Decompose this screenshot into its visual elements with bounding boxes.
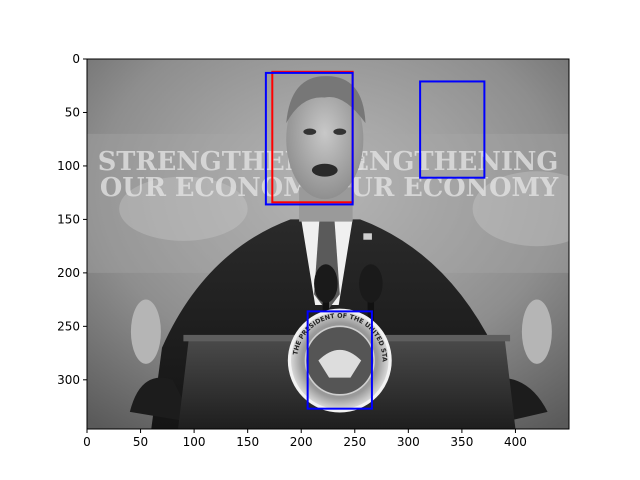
y-tick-label: 50 bbox=[65, 105, 80, 119]
y-tick-label: 100 bbox=[57, 159, 80, 173]
x-axis-ticks: 0 50 100 150 200 250 300 350 400 bbox=[83, 429, 527, 449]
bounding-boxes bbox=[264, 70, 486, 410]
bounding-box-2 bbox=[264, 71, 354, 206]
right-eye bbox=[333, 128, 347, 135]
axes-frame bbox=[86, 58, 570, 430]
backdrop-text-left-2: OUR ECONOMY bbox=[100, 173, 331, 203]
left-eye bbox=[303, 128, 317, 135]
right-hand bbox=[521, 299, 552, 364]
y-tick-label: 150 bbox=[57, 212, 80, 226]
x-tick-label: 100 bbox=[183, 435, 206, 449]
x-tick-label: 350 bbox=[450, 435, 473, 449]
seal-eagle bbox=[318, 349, 362, 378]
y-tick-label: 200 bbox=[57, 266, 80, 280]
microphone-right bbox=[359, 264, 383, 303]
hair bbox=[286, 76, 366, 124]
x-tick-label: 150 bbox=[236, 435, 259, 449]
x-tick-label: 50 bbox=[133, 435, 148, 449]
backdrop-map-right bbox=[472, 171, 569, 247]
x-tick-label: 250 bbox=[343, 435, 366, 449]
lapel-pin bbox=[363, 233, 372, 240]
bounding-box-3 bbox=[419, 80, 486, 179]
x-tick-label: 300 bbox=[397, 435, 420, 449]
left-hand bbox=[130, 299, 161, 364]
x-tick-label: 0 bbox=[83, 435, 91, 449]
backdrop-map-left bbox=[119, 176, 248, 241]
left-arm bbox=[129, 377, 195, 423]
x-tick-label: 200 bbox=[290, 435, 313, 449]
x-tick-label: 400 bbox=[504, 435, 527, 449]
y-tick-label: 0 bbox=[72, 52, 80, 66]
mouth bbox=[311, 163, 338, 177]
y-tick-label: 250 bbox=[57, 319, 80, 333]
y-axis-ticks: 0 50 100 150 200 250 300 bbox=[57, 52, 87, 387]
face bbox=[286, 79, 364, 200]
microphone-left bbox=[314, 264, 338, 303]
bounding-box-4 bbox=[306, 310, 373, 410]
y-tick-label: 300 bbox=[57, 373, 80, 387]
